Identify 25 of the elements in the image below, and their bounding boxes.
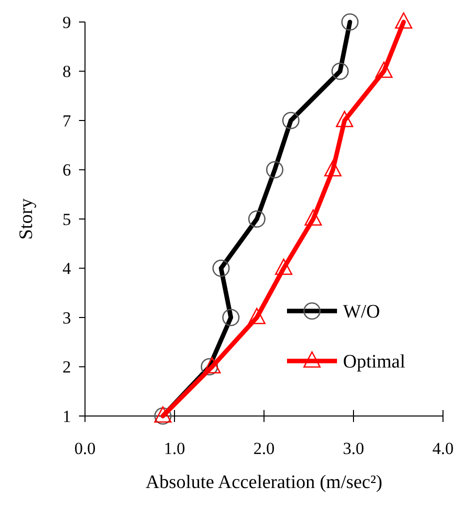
y-tick-label: 3: [62, 308, 71, 328]
point: [275, 258, 292, 275]
y-tick-label: 9: [62, 12, 71, 32]
y-tick-label: 4: [62, 259, 72, 278]
x-tick-label: 2.0: [253, 439, 275, 458]
legend-label: Optimal: [343, 352, 406, 373]
legend-label: W/O: [343, 302, 380, 323]
point: [304, 209, 322, 226]
y-tick-label: 1: [62, 406, 71, 426]
y-tick-label: 2: [62, 358, 71, 377]
x-tick-label: 3.0: [342, 439, 364, 458]
point: [248, 308, 266, 324]
point: [375, 62, 393, 78]
y-tick-label: 6: [62, 160, 71, 180]
y-tick-label: 8: [62, 62, 71, 82]
y-axis-title: Story: [16, 198, 37, 240]
point: [324, 160, 342, 176]
y-tick-label: 5: [62, 210, 71, 229]
x-tick-label: 4.0: [432, 439, 454, 458]
point: [394, 12, 412, 29]
x-tick-label: 1.0: [164, 439, 186, 458]
point: [336, 110, 354, 128]
x-axis-title: Absolute Acceleration (m/sec²): [146, 472, 382, 493]
x-tick-label: 0.0: [74, 439, 96, 458]
y-tick-label: 7: [62, 111, 72, 130]
